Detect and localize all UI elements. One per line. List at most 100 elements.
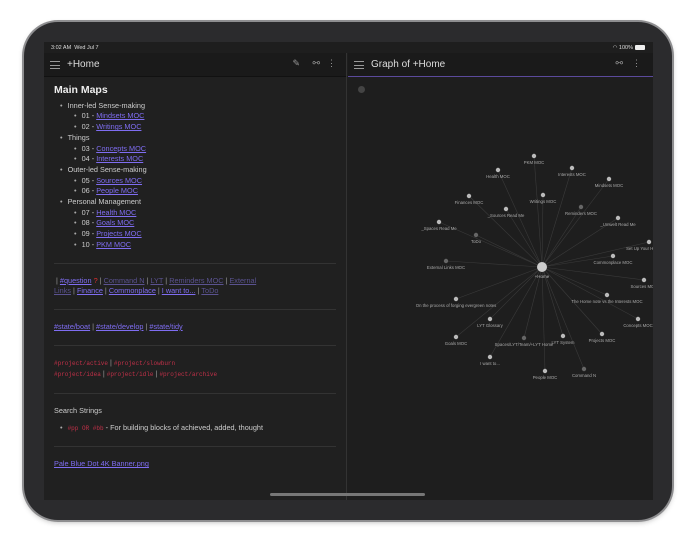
map-link[interactable]: Sources MOC	[96, 175, 143, 185]
group-items: 01 - Mindsets MOC02 - Writings MOC	[60, 111, 336, 132]
graph-edge	[455, 266, 543, 300]
graph-node[interactable]	[578, 204, 584, 210]
search-description: - For building blocks of achieved, added…	[103, 422, 263, 432]
quick-link[interactable]: Command N	[103, 275, 145, 285]
graph-edge	[541, 194, 544, 268]
quick-links: | #question ? | Command N | LYT | Reminders MOC…	[54, 275, 257, 296]
link-icon[interactable]: ⚯	[312, 58, 320, 68]
graph-node[interactable]	[610, 253, 616, 259]
graph-node[interactable]	[453, 334, 459, 340]
graph-node[interactable]	[466, 193, 472, 199]
graph-node[interactable]	[599, 331, 605, 337]
main-maps-list: Inner-led Sense-making01 - Mindsets MOC0…	[54, 101, 336, 251]
graph-edge	[445, 260, 543, 268]
graph-view[interactable]: +Home PKM MOC Health MOC Interests MOC Minds…	[348, 88, 653, 500]
search-string-item: #pp OR #bb - For building blocks of achi…	[60, 423, 336, 435]
quick-link[interactable]: Commonplace	[108, 286, 156, 296]
graph-edge	[533, 155, 543, 268]
map-link[interactable]: People MOC	[96, 186, 138, 196]
image-link[interactable]: Pale Blue Dot 4K Banner.png	[54, 459, 149, 469]
graph-node[interactable]	[569, 165, 575, 171]
project-tag[interactable]: #project/slowburn	[113, 359, 176, 367]
graph-node[interactable]	[453, 296, 459, 302]
graph-node[interactable]	[560, 333, 566, 339]
project-tag[interactable]: #project/idea	[54, 371, 101, 379]
graph-node[interactable]	[503, 206, 509, 212]
edit-pencil-icon[interactable]: ✎	[292, 58, 300, 68]
graph-edge	[541, 266, 585, 370]
state-tag[interactable]: #state/develop	[96, 321, 144, 331]
note-header: +Home ✎ ⚯ ⋮	[44, 53, 346, 77]
graph-node[interactable]	[487, 316, 493, 322]
state-tag[interactable]: #state/boat	[54, 321, 91, 331]
graph-node-label: Writings MOC	[530, 199, 557, 204]
project-tag[interactable]: #project/idle	[106, 371, 154, 379]
graph-node-label: PKM MOC	[524, 160, 545, 165]
map-number: 09	[81, 229, 90, 239]
map-group: Outer-led Sense-making 05 - Sources MOC06…	[60, 165, 336, 197]
map-group: Inner-led Sense-making01 - Mindsets MOC0…	[60, 101, 336, 133]
graph-node[interactable]	[604, 292, 610, 298]
graph-settings-icon[interactable]	[358, 86, 365, 93]
graph-node-center[interactable]	[537, 262, 547, 272]
project-tag[interactable]: #project/active	[54, 359, 109, 367]
graph-node-label: On the process of forging evergreen note…	[416, 303, 497, 308]
graph-node-label: Sources MOC	[631, 284, 653, 289]
menu-icon[interactable]	[50, 61, 60, 69]
map-link[interactable]: Writings MOC	[96, 122, 142, 132]
quick-link[interactable]: External Links	[54, 275, 257, 296]
graph-node[interactable]	[540, 192, 546, 198]
quick-link[interactable]: #question	[59, 275, 92, 285]
graph-node-label: Finances MOC	[455, 200, 484, 205]
graph-node[interactable]	[646, 239, 652, 245]
graph-node[interactable]	[495, 167, 501, 173]
graph-node-label: Health MOC	[486, 174, 510, 179]
more-options-icon[interactable]: ⋮	[632, 58, 641, 68]
map-number: 04	[81, 154, 90, 164]
quick-link[interactable]: Finance	[76, 286, 103, 296]
graph-node[interactable]	[635, 316, 641, 322]
quick-link[interactable]: I want to...	[161, 286, 196, 296]
map-number: 01	[81, 111, 90, 121]
graph-edge	[541, 206, 582, 268]
quick-link[interactable]: Reminders MOC	[169, 275, 224, 285]
more-options-icon[interactable]: ⋮	[327, 58, 336, 68]
quick-link[interactable]: LYT	[150, 275, 164, 285]
divider	[54, 344, 336, 346]
graph-node-label: Goals MOC	[445, 341, 467, 346]
quick-link[interactable]: ToDo	[201, 286, 219, 296]
link-icon[interactable]: ⚯	[615, 58, 623, 68]
state-tag[interactable]: #state/tidy	[149, 321, 183, 331]
map-link[interactable]: Mindsets MOC	[96, 111, 145, 121]
graph-header: Graph of +Home ⚯ ⋮	[348, 53, 653, 77]
graph-node-label: Projects MOC	[589, 338, 616, 343]
status-time: 3:02 AM	[51, 45, 72, 51]
group-label: Outer-led Sense-making	[67, 164, 147, 174]
map-link[interactable]: PKM MOC	[96, 239, 132, 249]
map-link[interactable]: Interests MOC	[96, 154, 144, 164]
graph-node[interactable]	[606, 176, 612, 182]
map-link[interactable]: Projects MOC	[96, 229, 142, 239]
graph-node[interactable]	[487, 354, 493, 360]
graph-node[interactable]	[436, 219, 442, 225]
graph-node-label: LYT Glossary	[477, 323, 503, 328]
graph-node[interactable]	[531, 153, 537, 159]
divider	[54, 262, 336, 264]
graph-node[interactable]	[443, 258, 449, 264]
project-tag[interactable]: #project/archive	[159, 371, 218, 379]
graph-node[interactable]	[581, 366, 587, 372]
graph-node[interactable]	[641, 277, 647, 283]
graph-node[interactable]	[521, 335, 527, 341]
group-label: Things	[67, 132, 90, 142]
graph-node[interactable]	[473, 232, 479, 238]
graph-node[interactable]	[615, 215, 621, 221]
map-link[interactable]: Health MOC	[96, 207, 137, 217]
question-badge: ?	[93, 275, 98, 285]
graph-node[interactable]	[542, 368, 548, 374]
map-link[interactable]: Goals MOC	[96, 218, 135, 228]
map-link[interactable]: Concepts MOC	[96, 143, 147, 153]
graph-edge	[541, 167, 573, 268]
menu-icon[interactable]	[354, 61, 364, 69]
graph-title: Graph of +Home	[371, 59, 446, 70]
graph-node-label: Mindsets MOC	[595, 183, 623, 188]
